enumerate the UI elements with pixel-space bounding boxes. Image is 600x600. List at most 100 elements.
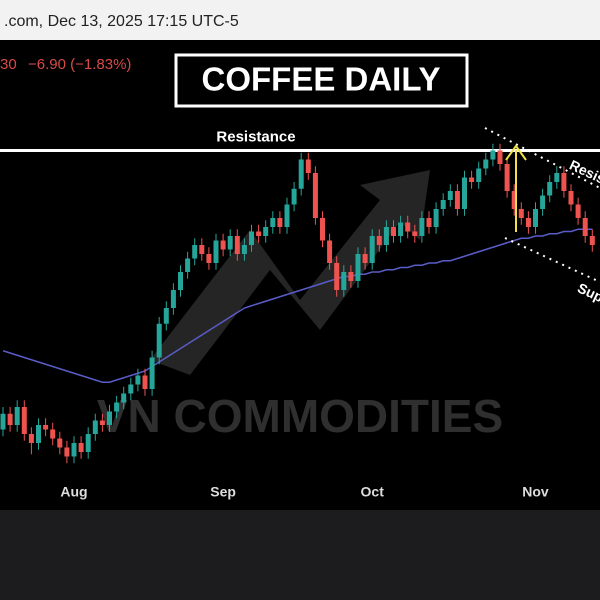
candle-body: [554, 173, 560, 182]
candle-body: [135, 375, 141, 385]
candle-body: [334, 263, 340, 290]
candle-body: [320, 218, 325, 241]
watermark: VN COMMODITIES: [97, 390, 503, 442]
candle-body: [575, 204, 581, 218]
x-tick-label: Nov: [522, 484, 549, 500]
candle-body: [64, 447, 70, 457]
candle-body: [312, 173, 318, 218]
candle-body: [376, 236, 382, 245]
candle-body: [156, 323, 162, 358]
candle-body: [185, 258, 191, 272]
candle-body: [256, 231, 262, 236]
candle-body: [547, 182, 553, 196]
candle-body: [291, 188, 297, 205]
chart-area: [0, 40, 600, 510]
candle-body: [149, 357, 155, 389]
candle-body: [490, 150, 496, 160]
candle-body: [454, 191, 460, 209]
candle-body: [412, 231, 418, 236]
candle-body: [398, 222, 404, 236]
candle-body: [192, 245, 198, 259]
candle-body: [43, 425, 49, 430]
title-box: [174, 53, 469, 108]
candle-body: [298, 159, 304, 189]
candle-body: [121, 393, 127, 403]
x-tick-label: Aug: [60, 484, 87, 500]
candle-body: [241, 245, 247, 254]
candle-body: [14, 407, 20, 425]
chart-title: COFFEE DAILY: [202, 61, 441, 98]
channel-upper: [484, 127, 600, 189]
candle-body: [85, 434, 91, 452]
candle-body: [582, 218, 588, 236]
moving-average: [2, 228, 593, 383]
candle-body: [57, 438, 63, 448]
x-tick-label: Oct: [361, 484, 385, 500]
candle-body: [383, 227, 389, 245]
candle-body: [469, 177, 475, 182]
candle-body: [391, 227, 396, 236]
source-line: .com, Dec 13, 2025 17:15 UTC-5: [4, 13, 239, 30]
change: −6.90 (−1.83%): [28, 56, 131, 73]
candle-body: [21, 407, 27, 434]
candle-body: [277, 218, 283, 227]
candle-body: [107, 411, 112, 425]
candle-body: [220, 240, 226, 250]
candle-body: [206, 254, 212, 263]
candle-body: [511, 191, 517, 209]
candle-body: [78, 443, 84, 452]
candle-body: [263, 227, 269, 236]
candle-body: [497, 150, 503, 164]
candle-body: [369, 236, 375, 263]
candle-body: [341, 272, 347, 290]
candle-body: [348, 272, 354, 281]
candle-body: [0, 413, 6, 430]
candle-body: [525, 218, 531, 227]
candle-body: [213, 240, 219, 263]
candle-body: [355, 254, 361, 281]
candle-body: [28, 434, 34, 443]
candle-body: [447, 191, 453, 200]
x-tick-label: Sep: [210, 484, 236, 500]
candle-body: [504, 164, 510, 191]
price: 30: [0, 56, 17, 73]
candle-body: [142, 375, 148, 389]
candle-body: [405, 222, 411, 232]
candle-body: [36, 425, 41, 443]
arrow-head: [505, 144, 527, 161]
candle-body: [518, 209, 524, 218]
candle-body: [92, 420, 98, 434]
candle-body: [440, 200, 446, 209]
candle-body: [419, 218, 425, 236]
candle-body: [284, 204, 290, 227]
candle-body: [533, 209, 538, 227]
candle-body: [199, 245, 205, 254]
candle-body: [568, 191, 574, 205]
top-bar: [0, 0, 600, 40]
candle-body: [178, 272, 183, 290]
candle-body: [234, 236, 240, 254]
candle-body: [433, 209, 439, 227]
candle-body: [362, 254, 368, 263]
candle-body: [170, 290, 176, 308]
candle-body: [71, 443, 77, 457]
candle-body: [561, 173, 567, 191]
candle-body: [305, 159, 311, 173]
candle-body: [128, 384, 134, 394]
candle-body: [249, 231, 254, 245]
candle-body: [99, 420, 105, 425]
candle-body: [462, 177, 467, 209]
resistance-label: Resistance: [216, 128, 295, 145]
candle-body: [476, 168, 482, 182]
candle-body: [270, 218, 276, 227]
candle-body: [163, 308, 169, 324]
candle-body: [540, 195, 546, 209]
candle-body: [227, 236, 233, 250]
candle-body: [50, 429, 56, 439]
candle-body: [114, 402, 120, 412]
candle-body: [483, 159, 489, 169]
candle-body: [426, 218, 432, 227]
candle-body: [589, 236, 595, 245]
candle-body: [327, 240, 333, 263]
